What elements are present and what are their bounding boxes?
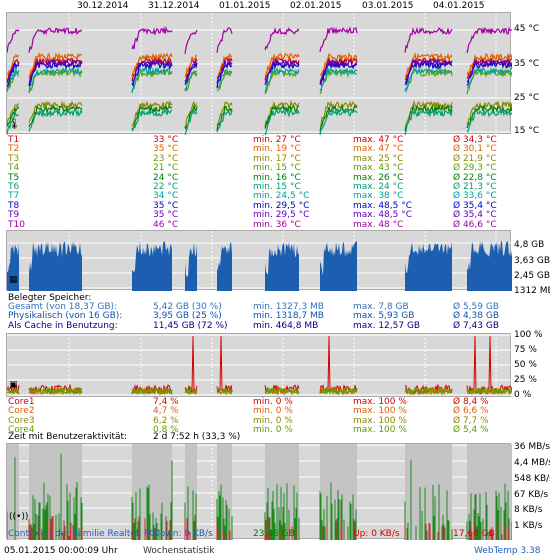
upload-total: 17,68 GB bbox=[453, 529, 495, 539]
date-label: 02.01.2015 bbox=[290, 1, 342, 11]
axis-tick: 8 KB/s bbox=[514, 505, 542, 515]
date-label: 01.01.2015 bbox=[219, 1, 271, 11]
stats-avg: Ø 5,4 % bbox=[453, 425, 489, 435]
timestamp: 05.01.2015 00:00:09 Uhr bbox=[4, 546, 118, 556]
activity-value: 2 d 7:52 h (33,3 %) bbox=[153, 432, 240, 442]
cpu-graph: ▣ bbox=[6, 333, 511, 397]
axis-tick: 75 % bbox=[514, 345, 537, 355]
date-label: 31.12.2014 bbox=[148, 1, 200, 11]
cpu-chip-icon: ▣ bbox=[9, 380, 18, 390]
network-icon: ((•)) bbox=[9, 512, 28, 522]
axis-tick: 4,4 MB/s bbox=[514, 458, 550, 468]
network-plot bbox=[7, 444, 512, 540]
date-label: 03.01.2015 bbox=[362, 1, 414, 11]
axis-tick: 1312 MB bbox=[514, 286, 550, 296]
stats-max: max. 48 °C bbox=[353, 220, 403, 230]
cpu-plot bbox=[7, 334, 512, 398]
ram-chip-icon: ▦ bbox=[9, 275, 18, 285]
axis-tick: 100 % bbox=[514, 330, 543, 340]
stats-max: max. 100 % bbox=[353, 425, 407, 435]
date-label: 04.01.2015 bbox=[433, 1, 485, 11]
axis-tick: 4,8 GB bbox=[514, 240, 544, 250]
axis-tick: 25 °C bbox=[514, 93, 539, 103]
stats-name: Als Cache in Benutzung: bbox=[8, 321, 118, 331]
axis-tick: 50 % bbox=[514, 360, 537, 370]
axis-tick: 45 °C bbox=[514, 24, 539, 34]
controller-name: Controller der Familie Realtek PC bbox=[8, 529, 156, 539]
stats-avg: Ø 7,43 GB bbox=[453, 321, 499, 331]
axis-tick: 1 KB/s bbox=[514, 521, 542, 531]
axis-tick: 0 % bbox=[514, 390, 531, 400]
axis-tick: 548 KB/s bbox=[514, 474, 550, 484]
download-rate: Down: 0 KB/s bbox=[153, 529, 213, 539]
stats-min: min. 464,8 MB bbox=[253, 321, 318, 331]
weekly-stats-link[interactable]: Wochenstatistik bbox=[143, 546, 214, 556]
thermometer-icon: 🌡 bbox=[8, 119, 21, 130]
stats-max: max. 12,57 GB bbox=[353, 321, 420, 331]
axis-tick: 2,45 GB bbox=[514, 271, 550, 281]
axis-tick: 25 % bbox=[514, 375, 537, 385]
memory-plot bbox=[7, 231, 512, 291]
stats-min: min. 0 % bbox=[253, 425, 293, 435]
stats-name: T10 bbox=[8, 220, 25, 230]
stats-avg: Ø 46,6 °C bbox=[453, 220, 497, 230]
stats-min: min. 36 °C bbox=[253, 220, 301, 230]
activity-label: Zeit mit Benutzeraktivität: bbox=[8, 432, 127, 442]
date-label: 30.12.2014 bbox=[77, 1, 129, 11]
download-total: 23,48 GB bbox=[253, 529, 295, 539]
stats-current: 46 °C bbox=[153, 220, 178, 230]
axis-tick: 67 KB/s bbox=[514, 490, 548, 500]
axis-tick: 35 °C bbox=[514, 59, 539, 69]
brand-label: WebTemp 3.38 bbox=[474, 546, 541, 556]
axis-tick: 3,63 GB bbox=[514, 256, 550, 266]
network-graph: ((•)) bbox=[6, 443, 511, 539]
stats-current: 11,45 GB (72 %) bbox=[153, 321, 228, 331]
temperature-plot bbox=[7, 13, 512, 135]
upload-rate: Up: 0 KB/s bbox=[353, 529, 400, 539]
axis-tick: 15 °C bbox=[514, 126, 539, 136]
temperature-graph: 🌡 bbox=[6, 12, 511, 134]
axis-tick: 36 MB/s bbox=[514, 442, 550, 452]
memory-graph: ▦ bbox=[6, 230, 511, 290]
